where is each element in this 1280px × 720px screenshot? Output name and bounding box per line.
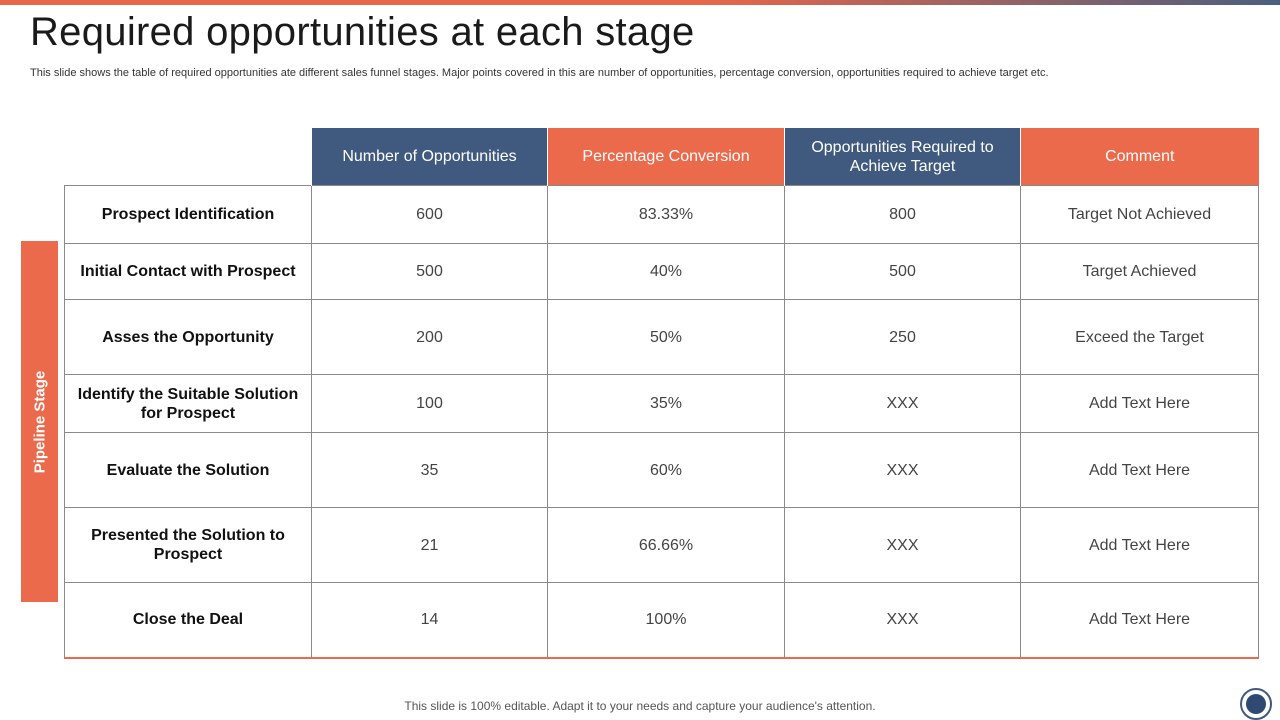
header-percentage-conversion: Percentage Conversion — [547, 128, 785, 186]
required-cell: 500 — [784, 243, 1021, 300]
number-cell: 500 — [311, 243, 548, 300]
table-row: Asses the Opportunity 200 50% 250 Exceed… — [64, 299, 1259, 375]
number-cell: 100 — [311, 374, 548, 433]
conversion-cell: 60% — [547, 432, 785, 508]
required-cell: XXX — [784, 432, 1021, 508]
number-cell: 600 — [311, 185, 548, 244]
conversion-cell: 50% — [547, 299, 785, 375]
comment-cell: Add Text Here — [1020, 507, 1259, 583]
opportunities-table-container: Number of Opportunities Percentage Conve… — [64, 128, 1259, 659]
circle-logo-icon — [1240, 688, 1272, 720]
stage-cell: Initial Contact with Prospect — [64, 243, 312, 300]
pipeline-stage-bar: Pipeline Stage — [21, 241, 58, 602]
pipeline-stage-label: Pipeline Stage — [31, 370, 48, 473]
table-row: Prospect Identification 600 83.33% 800 T… — [64, 185, 1259, 244]
top-accent-bar — [0, 0, 1280, 5]
comment-cell: Add Text Here — [1020, 432, 1259, 508]
stage-cell: Prospect Identification — [64, 185, 312, 244]
table-row: Initial Contact with Prospect 500 40% 50… — [64, 243, 1259, 300]
required-cell: XXX — [784, 374, 1021, 433]
table-row: Presented the Solution to Prospect 21 66… — [64, 507, 1259, 583]
required-cell: 250 — [784, 299, 1021, 375]
opportunities-table: Number of Opportunities Percentage Conve… — [64, 128, 1259, 659]
conversion-cell: 100% — [547, 582, 785, 659]
stage-cell: Close the Deal — [64, 582, 312, 659]
circle-logo-inner — [1246, 694, 1266, 714]
conversion-cell: 83.33% — [547, 185, 785, 244]
conversion-cell: 35% — [547, 374, 785, 433]
number-cell: 14 — [311, 582, 548, 659]
stage-cell: Evaluate the Solution — [64, 432, 312, 508]
required-cell: XXX — [784, 507, 1021, 583]
comment-cell: Target Not Achieved — [1020, 185, 1259, 244]
comment-cell: Add Text Here — [1020, 582, 1259, 659]
number-cell: 200 — [311, 299, 548, 375]
comment-cell: Target Achieved — [1020, 243, 1259, 300]
stage-cell: Presented the Solution to Prospect — [64, 507, 312, 583]
table-header-row: Number of Opportunities Percentage Conve… — [64, 128, 1259, 186]
comment-cell: Exceed the Target — [1020, 299, 1259, 375]
stage-cell: Identify the Suitable Solution for Prosp… — [64, 374, 312, 433]
page-subtitle: This slide shows the table of required o… — [30, 67, 1049, 79]
table-row: Close the Deal 14 100% XXX Add Text Here — [64, 582, 1259, 659]
header-opportunities-required: Opportunities Required to Achieve Target — [784, 128, 1021, 186]
footer-note: This slide is 100% editable. Adapt it to… — [404, 699, 876, 713]
stage-cell: Asses the Opportunity — [64, 299, 312, 375]
conversion-cell: 40% — [547, 243, 785, 300]
table-row: Identify the Suitable Solution for Prosp… — [64, 374, 1259, 433]
number-cell: 21 — [311, 507, 548, 583]
required-cell: 800 — [784, 185, 1021, 244]
header-blank-cell — [64, 128, 312, 186]
page-title: Required opportunities at each stage — [30, 10, 695, 54]
required-cell: XXX — [784, 582, 1021, 659]
comment-cell: Add Text Here — [1020, 374, 1259, 433]
header-comment: Comment — [1020, 128, 1259, 186]
table-row: Evaluate the Solution 35 60% XXX Add Tex… — [64, 432, 1259, 508]
number-cell: 35 — [311, 432, 548, 508]
conversion-cell: 66.66% — [547, 507, 785, 583]
header-number-of-opportunities: Number of Opportunities — [311, 128, 548, 186]
